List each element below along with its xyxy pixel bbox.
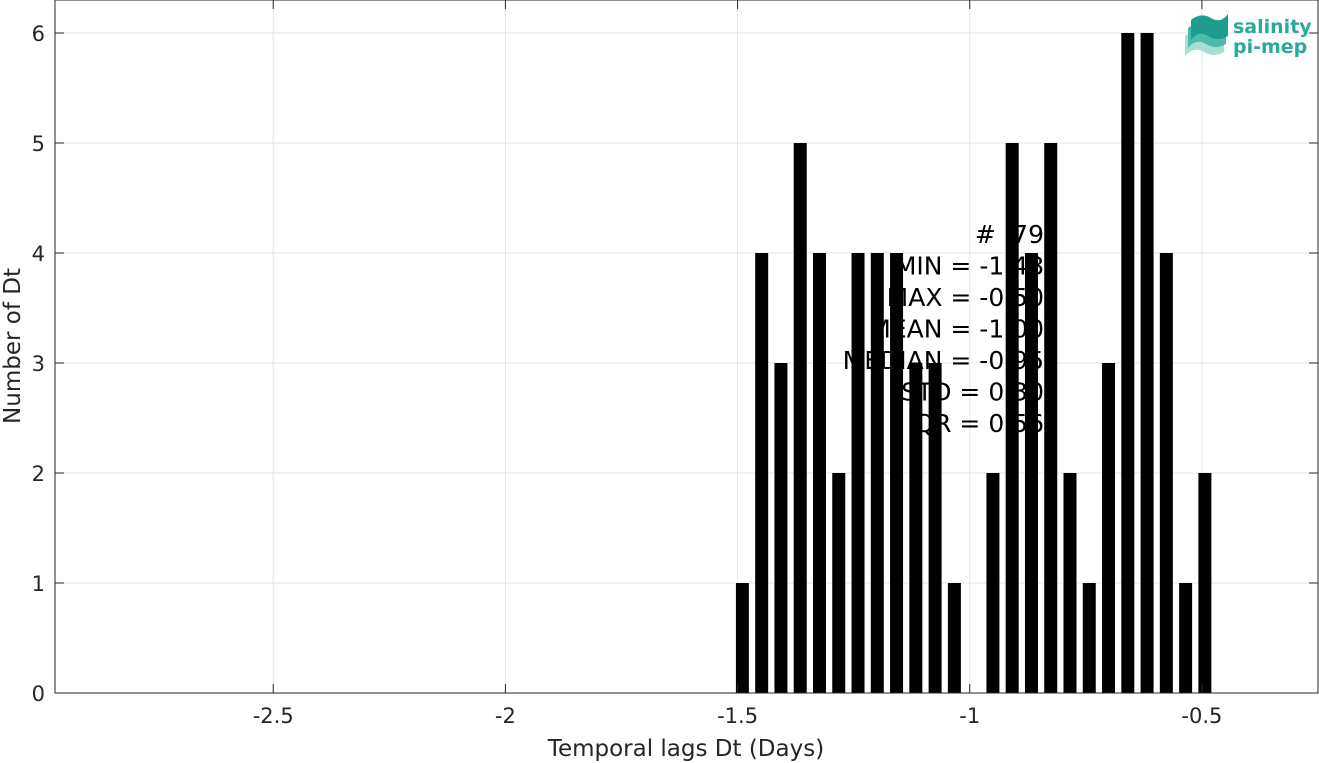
histogram-bar [1140,33,1154,693]
histogram-bar [1102,363,1116,693]
histogram-bar [1179,583,1193,693]
y-axis-label: Number of Dt [0,268,26,424]
histogram-bar [774,363,788,693]
stat-line: STD = 0.30 [901,378,1044,407]
axes-box [54,0,1319,694]
x-axis-label: Temporal lags Dt (Days) [547,736,824,762]
bar-series [735,33,1212,693]
y-tick-label: 4 [32,242,45,266]
stat-line: # :79 [975,220,1044,249]
histogram-bar [1121,33,1135,693]
histogram-bar [793,143,807,693]
histogram-bar [890,253,904,693]
histogram-bar [1044,143,1058,693]
histogram-bar [755,253,769,693]
histogram-bar [870,253,884,693]
histogram-bar [928,363,942,693]
histogram-bar [1198,473,1212,693]
histogram-bar [1159,253,1173,693]
y-tick-label: 5 [32,132,45,156]
histogram-bar [909,363,923,693]
x-tick-label: -1 [959,704,980,728]
histogram-bar [812,253,826,693]
histogram-bar [1024,253,1038,693]
logo-line-2: pi-mep [1233,36,1307,58]
histogram-bar [832,473,846,693]
histogram-bar [851,253,865,693]
stat-line: MIN = -1.48 [895,252,1044,281]
histogram-bar [735,583,749,693]
y-tick-label: 6 [32,22,45,46]
x-tick-label: -1.5 [717,704,758,728]
y-tick-label: 0 [32,682,45,706]
histogram-bar [1082,583,1096,693]
y-tick-label: 1 [32,572,45,596]
y-axis-ticks: 0 1 2 3 4 5 6 [32,22,1318,706]
y-tick-label: 2 [32,462,45,486]
histogram-bar [1063,473,1077,693]
x-tick-label: -0.5 [1181,704,1222,728]
stat-line: MEDIAN = -0.95 [843,346,1044,375]
histogram-bar [1005,143,1019,693]
stat-line: MAX = -0.50 [887,283,1044,312]
histogram-bar [986,473,1000,693]
wave-logo-icon [1185,14,1228,56]
y-tick-label: 3 [32,352,45,376]
x-tick-label: -2.5 [253,704,294,728]
stat-line: MEAN = -1.00 [869,315,1044,344]
logo-line-1: salinity [1233,16,1312,38]
histogram-bar [947,583,961,693]
salinity-pimep-logo: salinity pi-mep [1185,14,1312,58]
x-axis-ticks: -2.5 -2 -1.5 -1 -0.5 [253,0,1222,728]
stat-line: IQR = 0.56 [907,409,1044,438]
x-tick-label: -2 [495,704,516,728]
